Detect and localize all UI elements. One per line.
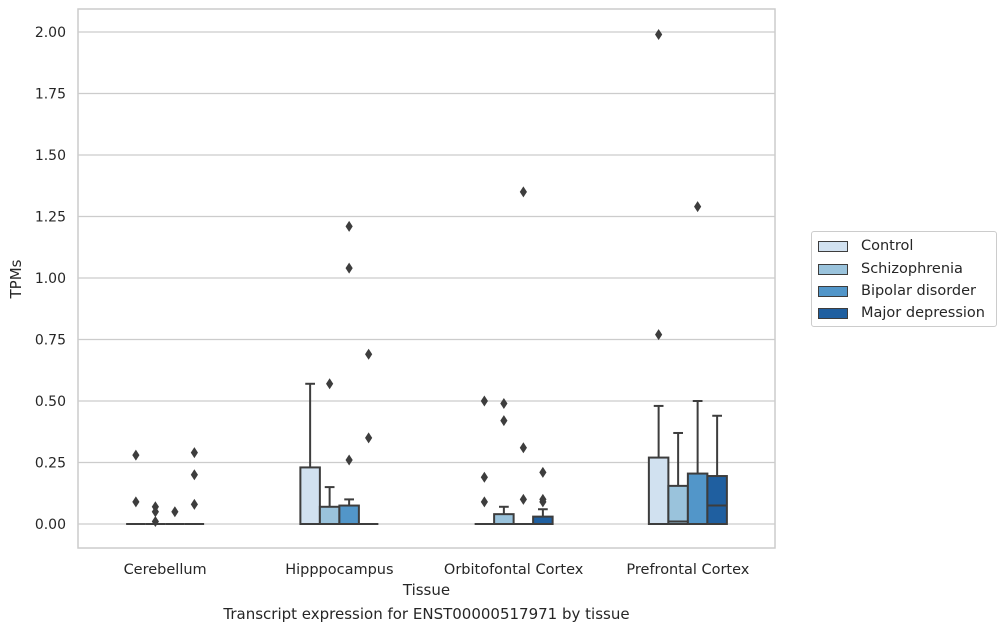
outlier-bipolar-disorder — [345, 262, 353, 274]
outlier-bipolar-disorder — [519, 186, 527, 198]
box-schizophrenia — [318, 505, 341, 525]
y-tick-label: 1.25 — [35, 210, 66, 226]
legend-item-major-depression: Major depression — [818, 304, 985, 322]
box-bipolar-disorder — [338, 504, 360, 525]
outlier-schizophrenia — [500, 415, 508, 427]
outlier-bipolar-disorder — [171, 506, 179, 518]
outlier-major-depression — [539, 466, 547, 478]
outlier-control — [655, 28, 663, 40]
x-tick-label: Cerebellum — [124, 562, 207, 578]
y-tick-label: 1.75 — [35, 87, 66, 103]
outlier-control — [480, 496, 488, 508]
y-tick-label: 0.50 — [35, 394, 66, 410]
outlier-control — [480, 471, 488, 483]
outlier-major-depression — [190, 447, 198, 459]
box-schizophrenia — [493, 513, 515, 525]
box-major-depression — [532, 515, 554, 525]
figure-caption: Transcript expression for ENST0000051797… — [223, 605, 630, 623]
box-schizophrenia — [667, 484, 689, 525]
y-tick-label: 2.00 — [35, 25, 66, 41]
x-tick-label: Hipppocampus — [285, 562, 393, 578]
outlier-control — [132, 449, 140, 461]
outlier-bipolar-disorder — [345, 454, 353, 466]
legend-item-control: Control — [818, 237, 913, 255]
legend-swatch-control — [818, 240, 848, 252]
outlier-schizophrenia — [151, 506, 159, 518]
outlier-major-depression — [190, 498, 198, 510]
y-axis-label: TPMs — [7, 259, 25, 299]
plot-frame — [77, 8, 776, 549]
y-tick-label: 0.75 — [35, 333, 66, 349]
outlier-bipolar-disorder — [694, 201, 702, 213]
outlier-major-depression — [365, 348, 373, 360]
outlier-major-depression — [190, 469, 198, 481]
outlier-control — [480, 395, 488, 407]
legend-swatch-bipolar-disorder — [818, 285, 848, 297]
legend-label-control: Control — [861, 238, 914, 254]
y-tick-label: 1.50 — [35, 148, 66, 164]
outlier-bipolar-disorder — [519, 493, 527, 505]
legend-swatch-major-depression — [818, 307, 848, 319]
legend-label-bipolar-disorder: Bipolar disorder — [861, 283, 976, 299]
legend-item-schizophrenia: Schizophrenia — [818, 260, 963, 278]
outlier-control — [132, 496, 140, 508]
outlier-major-depression — [539, 496, 547, 508]
legend-label-schizophrenia: Schizophrenia — [861, 261, 963, 277]
x-tick-label: Prefrontal Cortex — [626, 562, 749, 578]
box-control — [299, 466, 321, 526]
legend-label-major-depression: Major depression — [861, 305, 985, 321]
outlier-bipolar-disorder — [345, 220, 353, 232]
legend-swatch-schizophrenia — [818, 263, 848, 275]
y-tick-label: 0.00 — [35, 517, 66, 533]
legend-item-bipolar-disorder: Bipolar disorder — [818, 282, 976, 300]
x-axis-label: Tissue — [402, 581, 450, 599]
outlier-major-depression — [365, 432, 373, 444]
box-control — [647, 456, 670, 525]
outlier-control — [655, 329, 663, 341]
outlier-schizophrenia — [326, 378, 334, 390]
box-bipolar-disorder — [686, 472, 709, 526]
y-tick-label: 1.00 — [35, 271, 66, 287]
legend: Control Schizophrenia Bipolar disorder M… — [811, 231, 997, 327]
y-tick-label: 0.25 — [35, 456, 66, 472]
outlier-bipolar-disorder — [519, 442, 527, 454]
x-tick-label: Orbitofontal Cortex — [444, 562, 584, 578]
box-major-depression — [706, 475, 728, 525]
outlier-schizophrenia — [151, 516, 159, 528]
outlier-schizophrenia — [500, 397, 508, 409]
